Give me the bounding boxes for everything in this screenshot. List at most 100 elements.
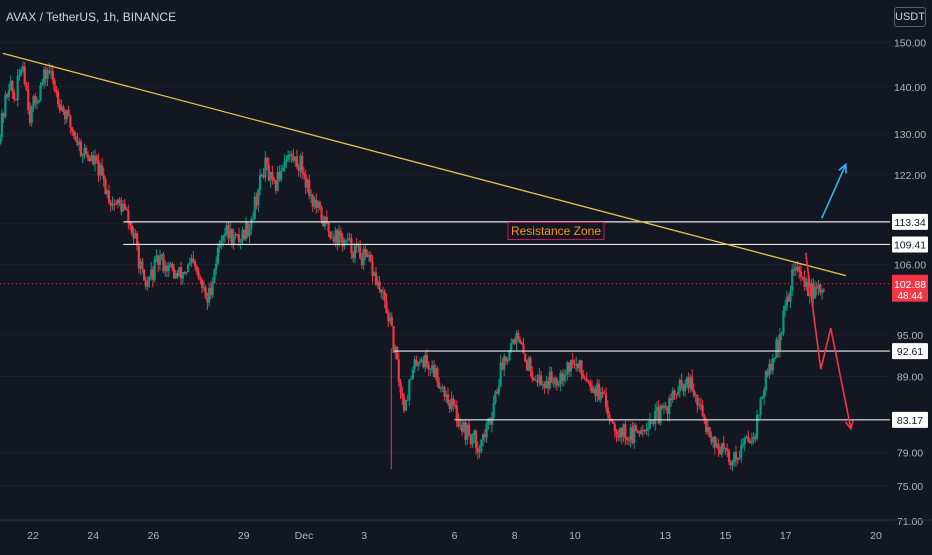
candle-body xyxy=(42,69,46,83)
candle-body xyxy=(49,71,53,73)
candle-body xyxy=(506,360,509,362)
candle-body xyxy=(424,355,427,368)
candle-body xyxy=(234,234,237,236)
candle-body xyxy=(689,376,692,389)
candle-body xyxy=(597,383,601,400)
candle-body xyxy=(515,332,518,344)
last-price-label: 102.88 xyxy=(894,279,926,291)
candle-body xyxy=(420,359,423,361)
candle-body xyxy=(457,419,460,426)
candle-body xyxy=(76,140,79,145)
candle-body xyxy=(222,235,225,241)
candle-body xyxy=(397,359,400,383)
candle-body xyxy=(669,398,673,400)
x-tick-label: 26 xyxy=(148,530,160,542)
candle-body xyxy=(810,283,813,295)
candle-body xyxy=(754,436,757,439)
candle-body xyxy=(770,363,773,371)
candle-body xyxy=(406,399,409,401)
candle-body xyxy=(188,263,191,265)
candle-body xyxy=(171,263,174,269)
bearish-arrow xyxy=(804,252,854,431)
candle-body xyxy=(7,89,11,97)
candle-body xyxy=(274,180,277,191)
candle-body xyxy=(741,444,745,446)
candle-body xyxy=(650,420,653,422)
candles-group xyxy=(0,61,825,472)
candle-body xyxy=(267,164,270,181)
candle-body xyxy=(64,111,67,120)
candle-body xyxy=(471,435,474,445)
candle-body xyxy=(813,287,817,299)
candle-body xyxy=(745,436,748,439)
last-price-countdown: 48:44 xyxy=(897,291,922,302)
candle-body xyxy=(114,203,118,205)
descending-trendline xyxy=(2,52,847,277)
candle-body xyxy=(434,368,437,378)
candle-body xyxy=(664,405,667,407)
price-level-tag-label: 92.61 xyxy=(897,346,923,358)
price-level-tag xyxy=(892,236,928,253)
candle-body xyxy=(546,380,550,389)
candle-body xyxy=(39,84,42,100)
candle-body xyxy=(288,154,292,156)
price-level-tag-label: 83.17 xyxy=(897,415,923,427)
candle-body xyxy=(208,288,211,303)
price-level-tag-label: 109.41 xyxy=(894,239,926,251)
candle-body xyxy=(496,391,499,394)
candle-body xyxy=(815,287,818,289)
candle-body xyxy=(360,258,364,266)
candle-body xyxy=(318,201,321,208)
candle-body xyxy=(645,430,648,432)
candle-body xyxy=(330,237,334,239)
candle-body xyxy=(789,290,792,302)
candle-body xyxy=(125,208,128,211)
candle-body xyxy=(201,280,204,288)
candle-body xyxy=(805,281,808,287)
candle-body xyxy=(682,385,685,392)
candle-body xyxy=(236,234,239,236)
candle-body xyxy=(346,238,349,240)
candle-body xyxy=(582,373,585,379)
candle-body xyxy=(473,430,476,436)
candle-body xyxy=(65,109,68,120)
candle-body xyxy=(652,420,655,425)
candle-body xyxy=(794,266,797,271)
candle-body xyxy=(561,373,564,382)
candle-body xyxy=(796,266,799,268)
candle-body xyxy=(622,424,625,437)
candle-body xyxy=(329,231,332,238)
candle-body xyxy=(269,171,272,181)
candle-body xyxy=(589,382,592,387)
candle-body xyxy=(601,392,604,394)
candle-body xyxy=(464,422,467,440)
candle-body xyxy=(395,346,399,360)
candle-body xyxy=(136,233,139,246)
candle-body xyxy=(441,387,444,389)
candle-body xyxy=(731,462,734,466)
candle-body xyxy=(480,439,483,451)
candle-body xyxy=(536,380,539,383)
symbol-title[interactable]: AVAX / TetherUS, 1h, BINANCE xyxy=(6,10,177,24)
candle-body xyxy=(295,156,299,167)
candle-body xyxy=(759,398,762,415)
candle-body xyxy=(777,339,780,351)
candle-body xyxy=(626,438,629,440)
candle-body xyxy=(60,106,63,111)
candle-body xyxy=(37,99,40,103)
candle-body xyxy=(216,247,220,264)
candle-body xyxy=(376,281,379,286)
candle-body xyxy=(93,156,97,165)
candle-body xyxy=(364,248,367,254)
candle-body xyxy=(164,265,167,272)
candle-body xyxy=(768,363,771,376)
candle-body xyxy=(339,231,342,237)
currency-badge[interactable]: USDT xyxy=(894,7,926,27)
candle-body xyxy=(643,430,646,432)
candle-body xyxy=(251,218,255,220)
candle-body xyxy=(27,89,30,110)
candle-body xyxy=(144,280,148,287)
candle-body xyxy=(773,357,776,359)
